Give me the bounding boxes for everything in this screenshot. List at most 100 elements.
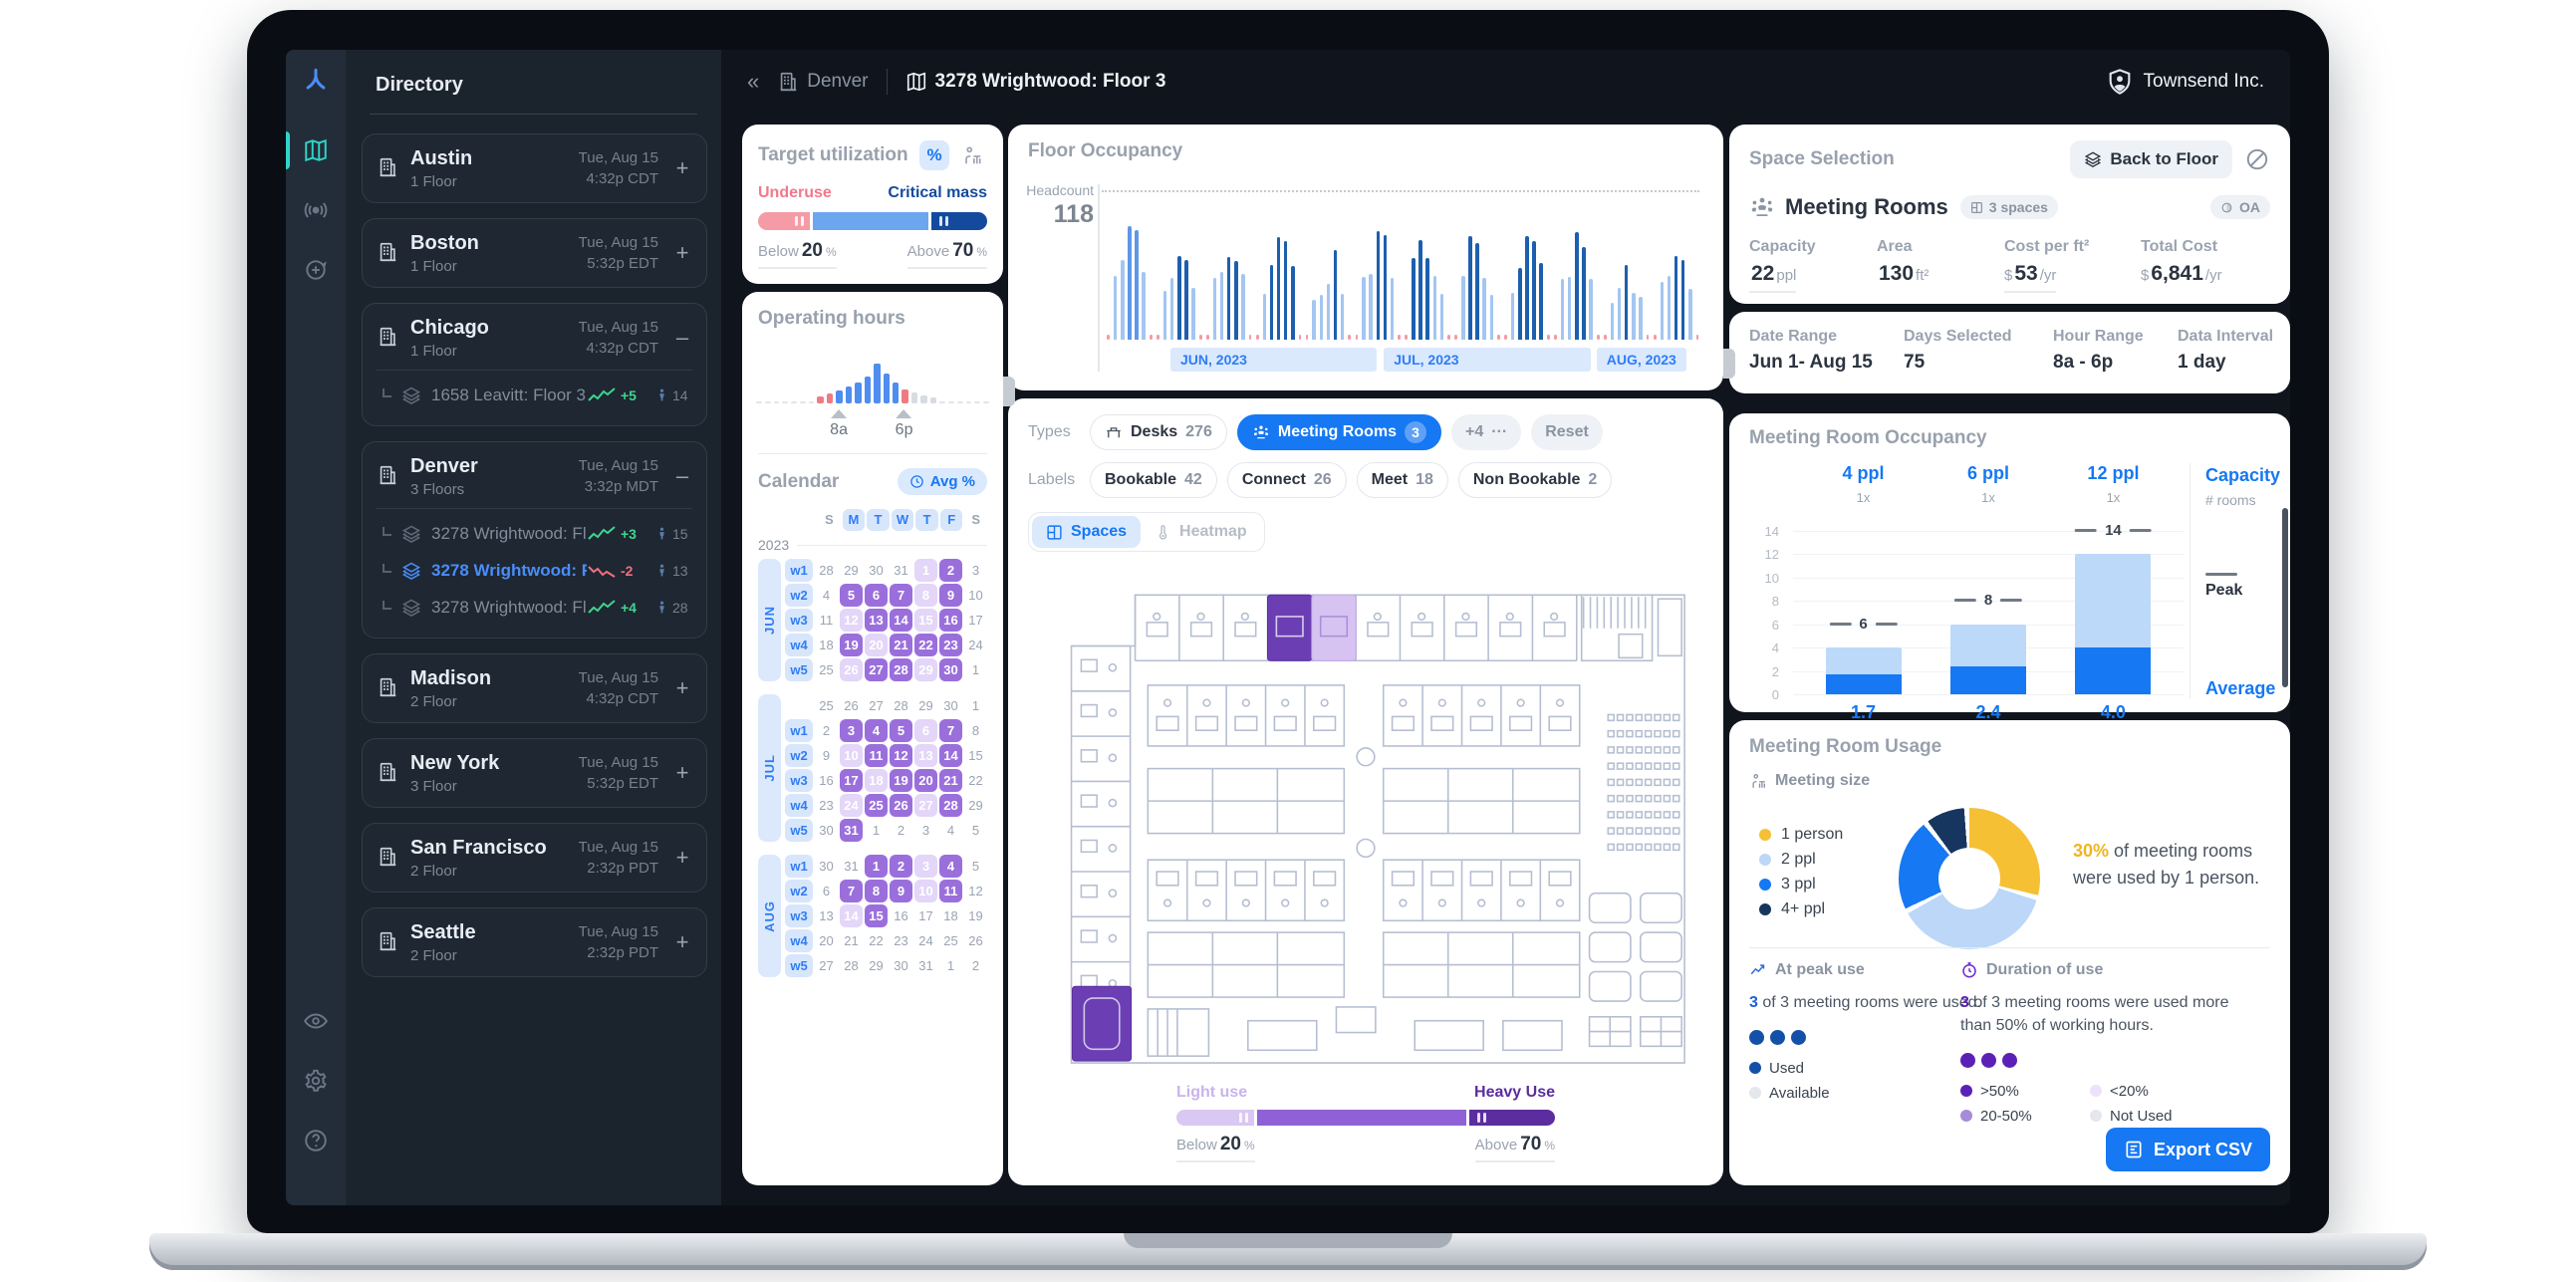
- week-label[interactable]: w1: [785, 855, 813, 878]
- city-card[interactable]: San Francisco 2 Floor Tue, Aug 15 2:32p PDT…: [362, 823, 707, 893]
- calendar-day[interactable]: 11: [865, 744, 888, 767]
- calendar-day[interactable]: 28: [890, 658, 912, 681]
- selected-space-light-use[interactable]: [1311, 594, 1357, 661]
- account[interactable]: Townsend Inc.: [2106, 68, 2264, 96]
- day-header[interactable]: M: [842, 509, 866, 531]
- spaces-view-tab[interactable]: Spaces: [1032, 516, 1142, 548]
- expand-toggle[interactable]: –: [675, 463, 689, 488]
- calendar-day[interactable]: 24: [840, 794, 863, 817]
- above-threshold[interactable]: Above 70%: [906, 240, 987, 269]
- hour-range[interactable]: Hour Range 8a - 6p: [2053, 328, 2144, 373]
- calendar-day[interactable]: 16: [894, 908, 908, 923]
- calendar-day[interactable]: 31: [894, 563, 908, 578]
- data-interval[interactable]: Data Interval 1 day: [2178, 328, 2274, 373]
- city-card-header[interactable]: Denver 3 Floors Tue, Aug 15 3:32p MDT –: [377, 454, 692, 498]
- light-use-segment[interactable]: [1176, 1110, 1254, 1126]
- hour-range-marker[interactable]: 6p: [896, 409, 912, 439]
- critical-segment[interactable]: [931, 212, 987, 230]
- selected-space-heavy-use[interactable]: [1072, 985, 1133, 1062]
- calendar-day[interactable]: 30: [819, 859, 834, 874]
- calendar-day[interactable]: 26: [890, 794, 912, 817]
- week-label[interactable]: w3: [785, 769, 813, 792]
- calendar-day[interactable]: 23: [819, 798, 834, 813]
- calendar-day[interactable]: 3: [914, 855, 937, 878]
- expand-toggle[interactable]: +: [675, 240, 689, 265]
- average-bar[interactable]: [1950, 665, 2026, 694]
- calendar-day[interactable]: 1: [946, 958, 955, 973]
- calendar-day[interactable]: 2: [971, 958, 980, 973]
- underuse-segment[interactable]: [758, 212, 810, 230]
- calendar-day[interactable]: 29: [844, 563, 859, 578]
- calendar-day[interactable]: 6: [914, 719, 937, 742]
- slider-handle[interactable]: [1239, 1113, 1248, 1123]
- calendar-day[interactable]: 13: [819, 908, 834, 923]
- collapse-breadcrumb-button[interactable]: «: [747, 69, 760, 94]
- calendar-day[interactable]: 30: [939, 658, 962, 681]
- calendar-day[interactable]: 18: [943, 908, 958, 923]
- calendar-day[interactable]: 16: [939, 609, 962, 632]
- calendar-day[interactable]: 6: [865, 584, 888, 607]
- floor-row[interactable]: 1658 Leavitt: Floor 3 +5 14: [377, 377, 692, 413]
- calendar-day[interactable]: 17: [968, 613, 983, 628]
- calendar-day[interactable]: 5: [890, 719, 912, 742]
- floor-row[interactable]: 3278 Wrightwood: Floor 4 +4 28: [377, 589, 692, 626]
- calendar-day[interactable]: 7: [939, 719, 962, 742]
- week-label[interactable]: w4: [785, 794, 813, 817]
- city-card[interactable]: Chicago 1 Floor Tue, Aug 15 4:32p CDT – 1658 …: [362, 303, 707, 426]
- average-bar[interactable]: [1825, 674, 1902, 694]
- week-label[interactable]: w2: [785, 880, 813, 902]
- people-mode-button[interactable]: [957, 140, 987, 170]
- calendar-day[interactable]: 8: [971, 723, 980, 738]
- calendar-day[interactable]: 4: [822, 588, 831, 603]
- selected-space-heavy-use[interactable]: [1267, 594, 1313, 661]
- calendar-day[interactable]: 1: [865, 855, 888, 878]
- calendar-day[interactable]: 13: [865, 609, 888, 632]
- city-card-header[interactable]: New York 3 Floor Tue, Aug 15 5:32p EDT +: [377, 751, 692, 795]
- week-label[interactable]: w5: [785, 658, 813, 681]
- calendar-day[interactable]: 20: [819, 933, 834, 948]
- month-band[interactable]: JUN, 2023: [1170, 348, 1377, 372]
- calendar-day[interactable]: 19: [840, 634, 863, 656]
- calendar-day[interactable]: 4: [939, 855, 962, 878]
- panel-collapse-handle[interactable]: [1723, 349, 1735, 379]
- calendar-day[interactable]: 13: [914, 744, 937, 767]
- calendar-day[interactable]: 29: [914, 658, 937, 681]
- date-range[interactable]: Date Range Jun 1- Aug 15: [1749, 328, 1873, 373]
- label-chip-connect[interactable]: Connect 26: [1226, 462, 1347, 498]
- calendar-day[interactable]: 25: [865, 794, 888, 817]
- calendar-day[interactable]: 7: [890, 584, 912, 607]
- week-label[interactable]: w3: [785, 609, 813, 632]
- calendar-day[interactable]: 1: [872, 823, 881, 838]
- calendar-day[interactable]: 28: [894, 698, 908, 713]
- slider-handle[interactable]: [1477, 1113, 1486, 1123]
- breadcrumb-city[interactable]: Denver: [807, 71, 869, 92]
- calendar-day[interactable]: 31: [918, 958, 933, 973]
- calendar-day[interactable]: 11: [939, 880, 962, 902]
- city-card-header[interactable]: Austin 1 Floor Tue, Aug 15 4:32p CDT +: [377, 146, 692, 190]
- city-card-header[interactable]: San Francisco 2 Floor Tue, Aug 15 2:32p PDT…: [377, 836, 692, 880]
- export-csv-button[interactable]: Export CSV: [2105, 1128, 2270, 1171]
- label-chip-meet[interactable]: Meet 18: [1356, 462, 1448, 498]
- heatmap-view-tab[interactable]: Heatmap: [1141, 516, 1261, 548]
- calendar-day[interactable]: 4: [946, 823, 955, 838]
- calendar-day[interactable]: 1: [914, 559, 937, 582]
- calendar-day[interactable]: 15: [968, 748, 983, 763]
- week-label[interactable]: w1: [785, 719, 813, 742]
- above-threshold[interactable]: Above 70%: [1474, 1134, 1555, 1162]
- calendar-day[interactable]: 1: [971, 698, 980, 713]
- week-label[interactable]: w4: [785, 929, 813, 952]
- label-chip-bookable[interactable]: Bookable 42: [1090, 462, 1217, 498]
- calendar-day[interactable]: 12: [890, 744, 912, 767]
- calendar-day[interactable]: 23: [939, 634, 962, 656]
- calendar-day[interactable]: 27: [819, 958, 834, 973]
- filter-chip-desks[interactable]: Desks 276: [1090, 414, 1227, 450]
- calendar-day[interactable]: 26: [844, 698, 859, 713]
- add-nav-icon[interactable]: [286, 253, 346, 287]
- calendar-day[interactable]: 18: [865, 769, 888, 792]
- calendar-day[interactable]: 27: [865, 658, 888, 681]
- week-label[interactable]: w5: [785, 954, 813, 977]
- calendar-day[interactable]: 12: [968, 884, 983, 898]
- calendar-day[interactable]: 14: [890, 609, 912, 632]
- floor-row[interactable]: 3278 Wrightwood: Floor 2 +3 15: [377, 515, 692, 552]
- calendar-day[interactable]: 27: [869, 698, 884, 713]
